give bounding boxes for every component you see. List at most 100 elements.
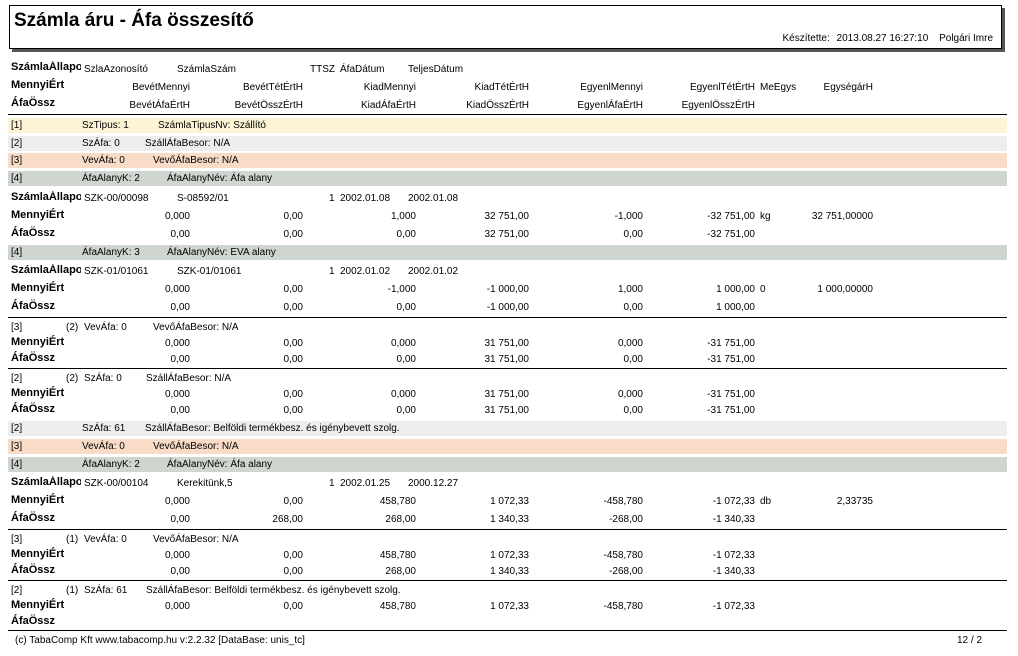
afa-datum: 2002.01.08 (340, 193, 391, 204)
band-key: VevÁfa: 0 (82, 441, 125, 452)
kiad-ossz-erth: 31 751,00 (484, 405, 530, 416)
subtotal-key: VevÁfa: 0 (84, 322, 127, 333)
bevet-mennyi: 0,000 (164, 550, 190, 561)
egyenl-ossz-erth: -1 340,33 (712, 566, 755, 577)
kiad-tet-erth: 1 072,33 (490, 601, 529, 612)
szamla-szam: Kerekitünk,5 (177, 478, 233, 489)
subtotal-key: SzÁfa: 61 (84, 585, 128, 596)
col-head-egyenl-tet-erth: EgyenlTétÉrtH (689, 82, 755, 93)
col-head-kiad-afa-erth: KiadÁfaÉrtH (360, 100, 416, 111)
row-label: MennyiÉrt (11, 282, 65, 294)
group-band-level4: [4] ÁfaAlanyK: 2 ÁfaAlanyNév: Áfa alany (8, 457, 1007, 472)
col-head-egyenl-mennyi: EgyenlMennyi (580, 82, 643, 93)
report-title-box: Számla áru - Áfa összesítő Készítette: 2… (9, 5, 1002, 49)
row-label: MennyiÉrt (11, 494, 65, 506)
bevet-tet-erth: 0,00 (283, 601, 303, 612)
col-head-bevet-mennyi: BevétMennyi (132, 82, 190, 93)
egyenl-ossz-erth: -1 340,33 (712, 514, 755, 525)
subtotal-key: VevÁfa: 0 (84, 534, 127, 545)
egyenl-tet-erth: -31 751,00 (707, 338, 755, 349)
subtotal-level: [2] (11, 373, 23, 384)
kiad-afa-erth: 0,00 (396, 354, 416, 365)
group-band-level3: [3] VevÁfa: 0 VevőÁfaBesor: N/A (8, 439, 1007, 454)
bevet-tet-erth: 0,00 (283, 284, 303, 295)
kiad-mennyi: 1,000 (390, 211, 416, 222)
egysegar-h: 32 751,00000 (811, 211, 873, 222)
subtotal-value: SzállÁfaBesor: Belföldi termékbesz. és i… (146, 585, 401, 596)
subtotal-level: [2] (11, 585, 23, 596)
header-separator (8, 114, 1007, 115)
kiad-tet-erth: 1 072,33 (490, 550, 529, 561)
created-by: Polgári Imre (939, 33, 993, 44)
subtotal-count: (1) (66, 534, 79, 545)
egyenl-mennyi: 0,000 (617, 389, 643, 400)
group-band-level4: [4] ÁfaAlanyK: 3 ÁfaAlanyNév: EVA alany (8, 245, 1007, 260)
egyenl-mennyi: -1,000 (614, 211, 643, 222)
kiad-tet-erth: -1 000,00 (486, 284, 529, 295)
group-band-level4: [4] ÁfaAlanyK: 2 ÁfaAlanyNév: Áfa alany (8, 171, 1007, 186)
row-label: ÁfaÖssz (11, 300, 56, 312)
band-level: [3] (11, 155, 23, 166)
kiad-ossz-erth: 32 751,00 (484, 229, 530, 240)
bevet-mennyi: 0,000 (164, 338, 190, 349)
afa-datum: 2002.01.25 (340, 478, 391, 489)
kiad-tet-erth: 31 751,00 (484, 389, 530, 400)
egysegar-h: 2,33735 (836, 496, 873, 507)
band-level: [2] (11, 138, 23, 149)
bevet-afa-erth: 0,00 (170, 514, 190, 525)
kiad-afa-erth: 0,00 (396, 229, 416, 240)
row-label: MennyiÉrt (11, 387, 65, 399)
me-egys: db (760, 496, 772, 507)
group-band-level2: [2] SzÁfa: 0 SzállÁfaBesor: N/A (8, 136, 1007, 151)
subtotal-count: (2) (66, 373, 79, 384)
band-level: [4] (11, 459, 23, 470)
group-band-level2: [2] SzÁfa: 61 SzállÁfaBesor: Belföldi te… (8, 421, 1007, 436)
col-head-bevet-tet-erth: BevétTétÉrtH (242, 82, 303, 93)
bevet-tet-erth: 0,00 (283, 338, 303, 349)
col-head-mennyi-ert: MennyiÉrt (11, 79, 65, 91)
row-label: SzámlaÁllapot (11, 191, 81, 203)
me-egys: kg (760, 211, 771, 222)
bevet-mennyi: 0,000 (164, 211, 190, 222)
egyenl-afa-erth: -268,00 (609, 566, 643, 577)
subtotal-separator (8, 580, 1007, 581)
kiad-afa-erth: 268,00 (385, 566, 416, 577)
created-label: Készítette: (782, 33, 830, 44)
bevet-tet-erth: 0,00 (283, 389, 303, 400)
ttsz: 1 (329, 266, 335, 277)
egyenl-ossz-erth: -32 751,00 (707, 229, 755, 240)
kiad-mennyi: 0,000 (390, 389, 416, 400)
subtotal-value: VevőÁfaBesor: N/A (153, 534, 239, 545)
bevet-mennyi: 0,000 (164, 389, 190, 400)
egyenl-afa-erth: 0,00 (623, 354, 643, 365)
subtotal-count: (2) (66, 322, 79, 333)
band-value: SzámlaTipusNv: Szállító (158, 120, 266, 131)
egyenl-ossz-erth: -31 751,00 (707, 405, 755, 416)
teljes-datum: 2002.01.02 (408, 266, 459, 277)
szla-azonosito: SZK-01/01061 (84, 266, 149, 277)
col-head-afa-ossz: ÁfaÖssz (11, 97, 56, 109)
col-head-egyenl-ossz-erth: EgyenlÖsszÉrtH (681, 100, 755, 111)
afa-datum: 2002.01.02 (340, 266, 391, 277)
kiad-ossz-erth: 1 340,33 (490, 566, 529, 577)
subtotal-level: [3] (11, 534, 23, 545)
footer-separator (8, 630, 1007, 631)
egyenl-afa-erth: -268,00 (609, 514, 643, 525)
egyenl-ossz-erth: 1 000,00 (716, 302, 755, 313)
bevet-mennyi: 0,000 (164, 284, 190, 295)
row-label: ÁfaÖssz (11, 227, 56, 239)
bevet-afa-erth: 0,00 (170, 405, 190, 416)
bevet-ossz-erth: 0,00 (283, 405, 303, 416)
kiad-mennyi: 458,780 (379, 601, 416, 612)
teljes-datum: 2000.12.27 (408, 478, 459, 489)
band-key: ÁfaAlanyK: 3 (82, 247, 140, 258)
row-label: MennyiÉrt (11, 599, 65, 611)
band-key: SzTipus: 1 (82, 120, 129, 131)
bevet-tet-erth: 0,00 (283, 211, 303, 222)
band-level: [4] (11, 173, 23, 184)
band-key: SzÁfa: 0 (82, 138, 120, 149)
band-value: VevőÁfaBesor: N/A (153, 155, 239, 166)
subtotal-value: VevőÁfaBesor: N/A (153, 322, 239, 333)
egyenl-mennyi: 0,000 (617, 338, 643, 349)
kiad-ossz-erth: 31 751,00 (484, 354, 530, 365)
